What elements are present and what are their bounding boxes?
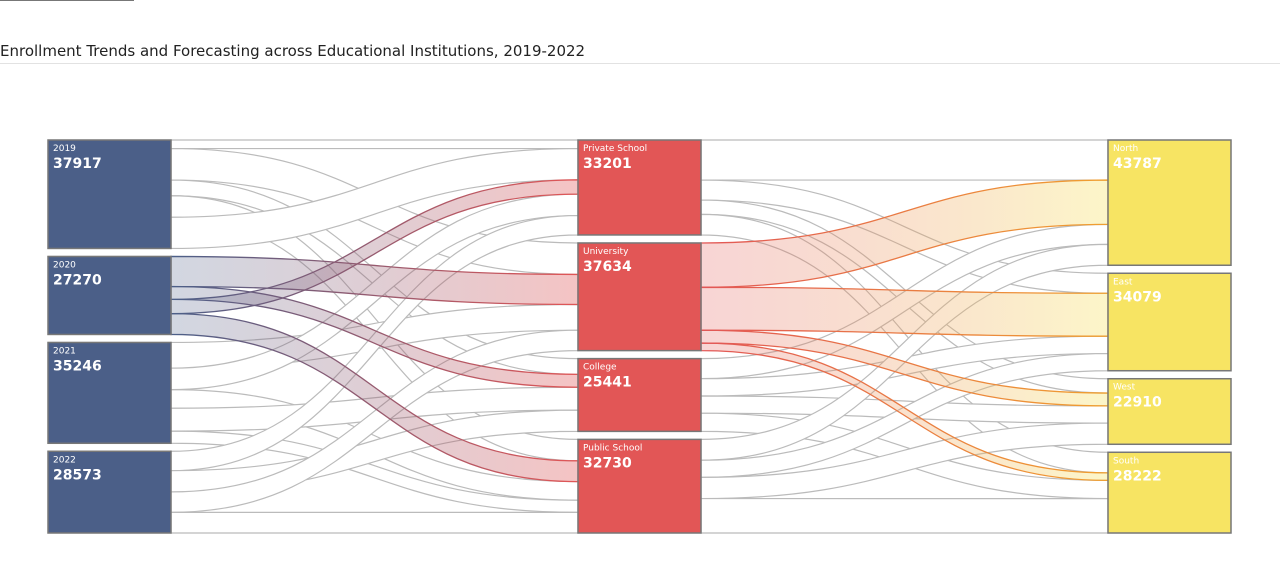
node-2019[interactable]: 2019 37917 — [47, 139, 172, 250]
node-west-value: 22910 — [1113, 395, 1162, 411]
node-private-school[interactable]: Private School 33201 — [577, 139, 702, 236]
node-2019-label: 2019 — [53, 144, 76, 154]
chart-title: Enrollment Trends and Forecasting across… — [0, 42, 586, 60]
node-south[interactable]: South 28222 — [1107, 451, 1232, 534]
link-public-school-to-south[interactable] — [700, 497, 1109, 534]
node-south-value: 28222 — [1113, 468, 1162, 484]
node-2021-label: 2021 — [53, 346, 76, 356]
node-2019-bar[interactable] — [47, 139, 172, 250]
node-2021-bar[interactable] — [47, 341, 172, 445]
node-2022-value: 28573 — [53, 467, 102, 483]
node-college[interactable]: College 25441 — [577, 357, 702, 433]
node-2022-bar[interactable] — [47, 450, 172, 534]
node-north-bar[interactable] — [1107, 139, 1232, 267]
node-2020-bar[interactable] — [47, 255, 172, 336]
link-university-to-east[interactable] — [700, 286, 1109, 337]
link-2019-to-private-school[interactable] — [170, 139, 579, 150]
node-public-school-value: 32730 — [583, 455, 632, 471]
node-university[interactable]: University 37634 — [577, 242, 702, 352]
node-university-bar[interactable] — [577, 242, 702, 352]
node-east-label: East — [1113, 277, 1133, 287]
title-underline — [0, 63, 1280, 64]
node-2022[interactable]: 2022 28573 — [47, 450, 172, 534]
node-college-bar[interactable] — [577, 357, 702, 433]
node-2020-label: 2020 — [53, 260, 76, 270]
node-2022-label: 2022 — [53, 455, 76, 465]
node-university-label: University — [583, 247, 629, 257]
node-2019-value: 37917 — [53, 156, 102, 172]
node-private-school-bar[interactable] — [577, 139, 702, 236]
node-south-bar[interactable] — [1107, 451, 1232, 534]
node-university-value: 37634 — [583, 259, 632, 275]
node-west[interactable]: West 22910 — [1107, 377, 1232, 446]
node-private-school-label: Private School — [583, 144, 647, 154]
node-college-label: College — [583, 363, 617, 373]
node-2020[interactable]: 2020 27270 — [47, 255, 172, 336]
node-2020-value: 27270 — [53, 272, 102, 288]
node-north-label: North — [1113, 144, 1138, 154]
node-east-bar[interactable] — [1107, 272, 1232, 372]
node-public-school-bar[interactable] — [577, 438, 702, 534]
node-west-bar[interactable] — [1107, 377, 1232, 446]
link-private-school-to-north[interactable] — [700, 139, 1109, 181]
node-2021[interactable]: 2021 35246 — [47, 341, 172, 445]
node-east-value: 34079 — [1113, 289, 1162, 305]
node-west-label: West — [1113, 383, 1136, 393]
node-public-school[interactable]: Public School 32730 — [577, 438, 702, 534]
node-public-school-label: Public School — [583, 443, 642, 453]
node-2021-value: 35246 — [53, 358, 102, 374]
node-east[interactable]: East 34079 — [1107, 272, 1232, 372]
node-private-school-value: 33201 — [583, 156, 632, 172]
node-college-value: 25441 — [583, 375, 632, 391]
top-divider — [0, 0, 134, 1]
node-south-label: South — [1113, 456, 1139, 466]
node-north-value: 43787 — [1113, 156, 1162, 172]
link-2022-to-public-school[interactable] — [170, 511, 579, 534]
node-north[interactable]: North 43787 — [1107, 139, 1232, 267]
